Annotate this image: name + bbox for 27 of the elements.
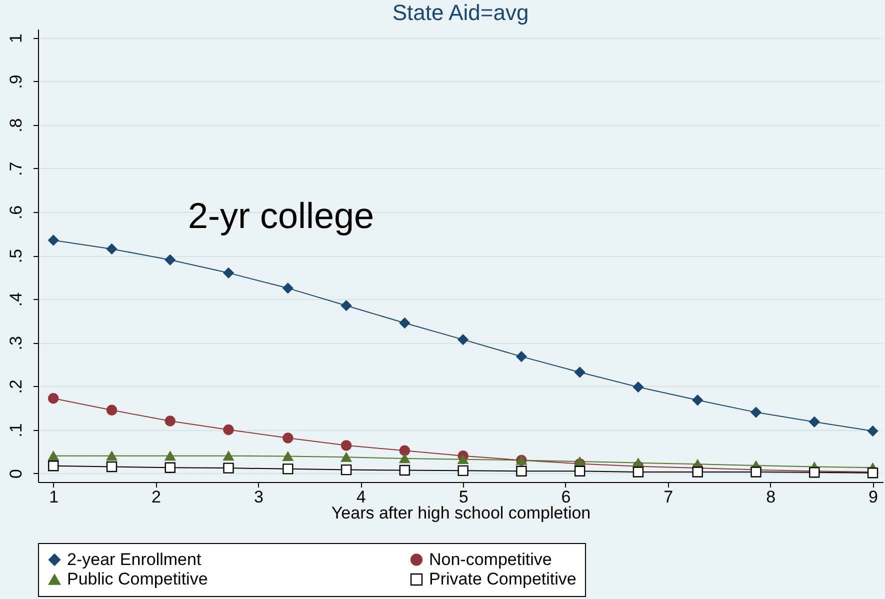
y-tick-label: .7 [6, 162, 26, 176]
y-tick-label: 0 [6, 469, 26, 479]
y-tick-label: .4 [6, 292, 26, 307]
x-tick-label: 2 [152, 488, 162, 506]
x-tick-label: 6 [561, 488, 571, 506]
x-tick-label: 4 [356, 488, 366, 506]
legend-label: Private Competitive [429, 570, 576, 588]
x-tick-label: 5 [458, 488, 468, 506]
legend-label: Public Competitive [67, 570, 208, 588]
y-tick-label: .6 [6, 205, 26, 220]
x-tick-label: 9 [868, 488, 878, 506]
chart-title: State Aid=avg [392, 0, 529, 25]
annotation: 2-yr college [188, 195, 374, 236]
x-tick-label: 8 [766, 488, 776, 506]
y-tick-label: .2 [6, 380, 26, 394]
x-tick-label: 3 [254, 488, 264, 506]
y-tick-label: .3 [6, 336, 26, 350]
legend-label: 2-year Enrollment [67, 550, 202, 569]
x-tick-label: 7 [664, 488, 674, 506]
y-tick-label: .5 [6, 248, 26, 264]
legend-label: Non-competitive [429, 550, 552, 569]
x-axis-title: Years after high school completion [331, 504, 591, 522]
y-tick-label: .9 [6, 74, 26, 89]
y-tick-label: .8 [6, 118, 26, 132]
y-tick-label: 1 [6, 33, 26, 43]
x-tick-label: 1 [49, 488, 59, 506]
y-tick-label: .1 [6, 423, 26, 438]
